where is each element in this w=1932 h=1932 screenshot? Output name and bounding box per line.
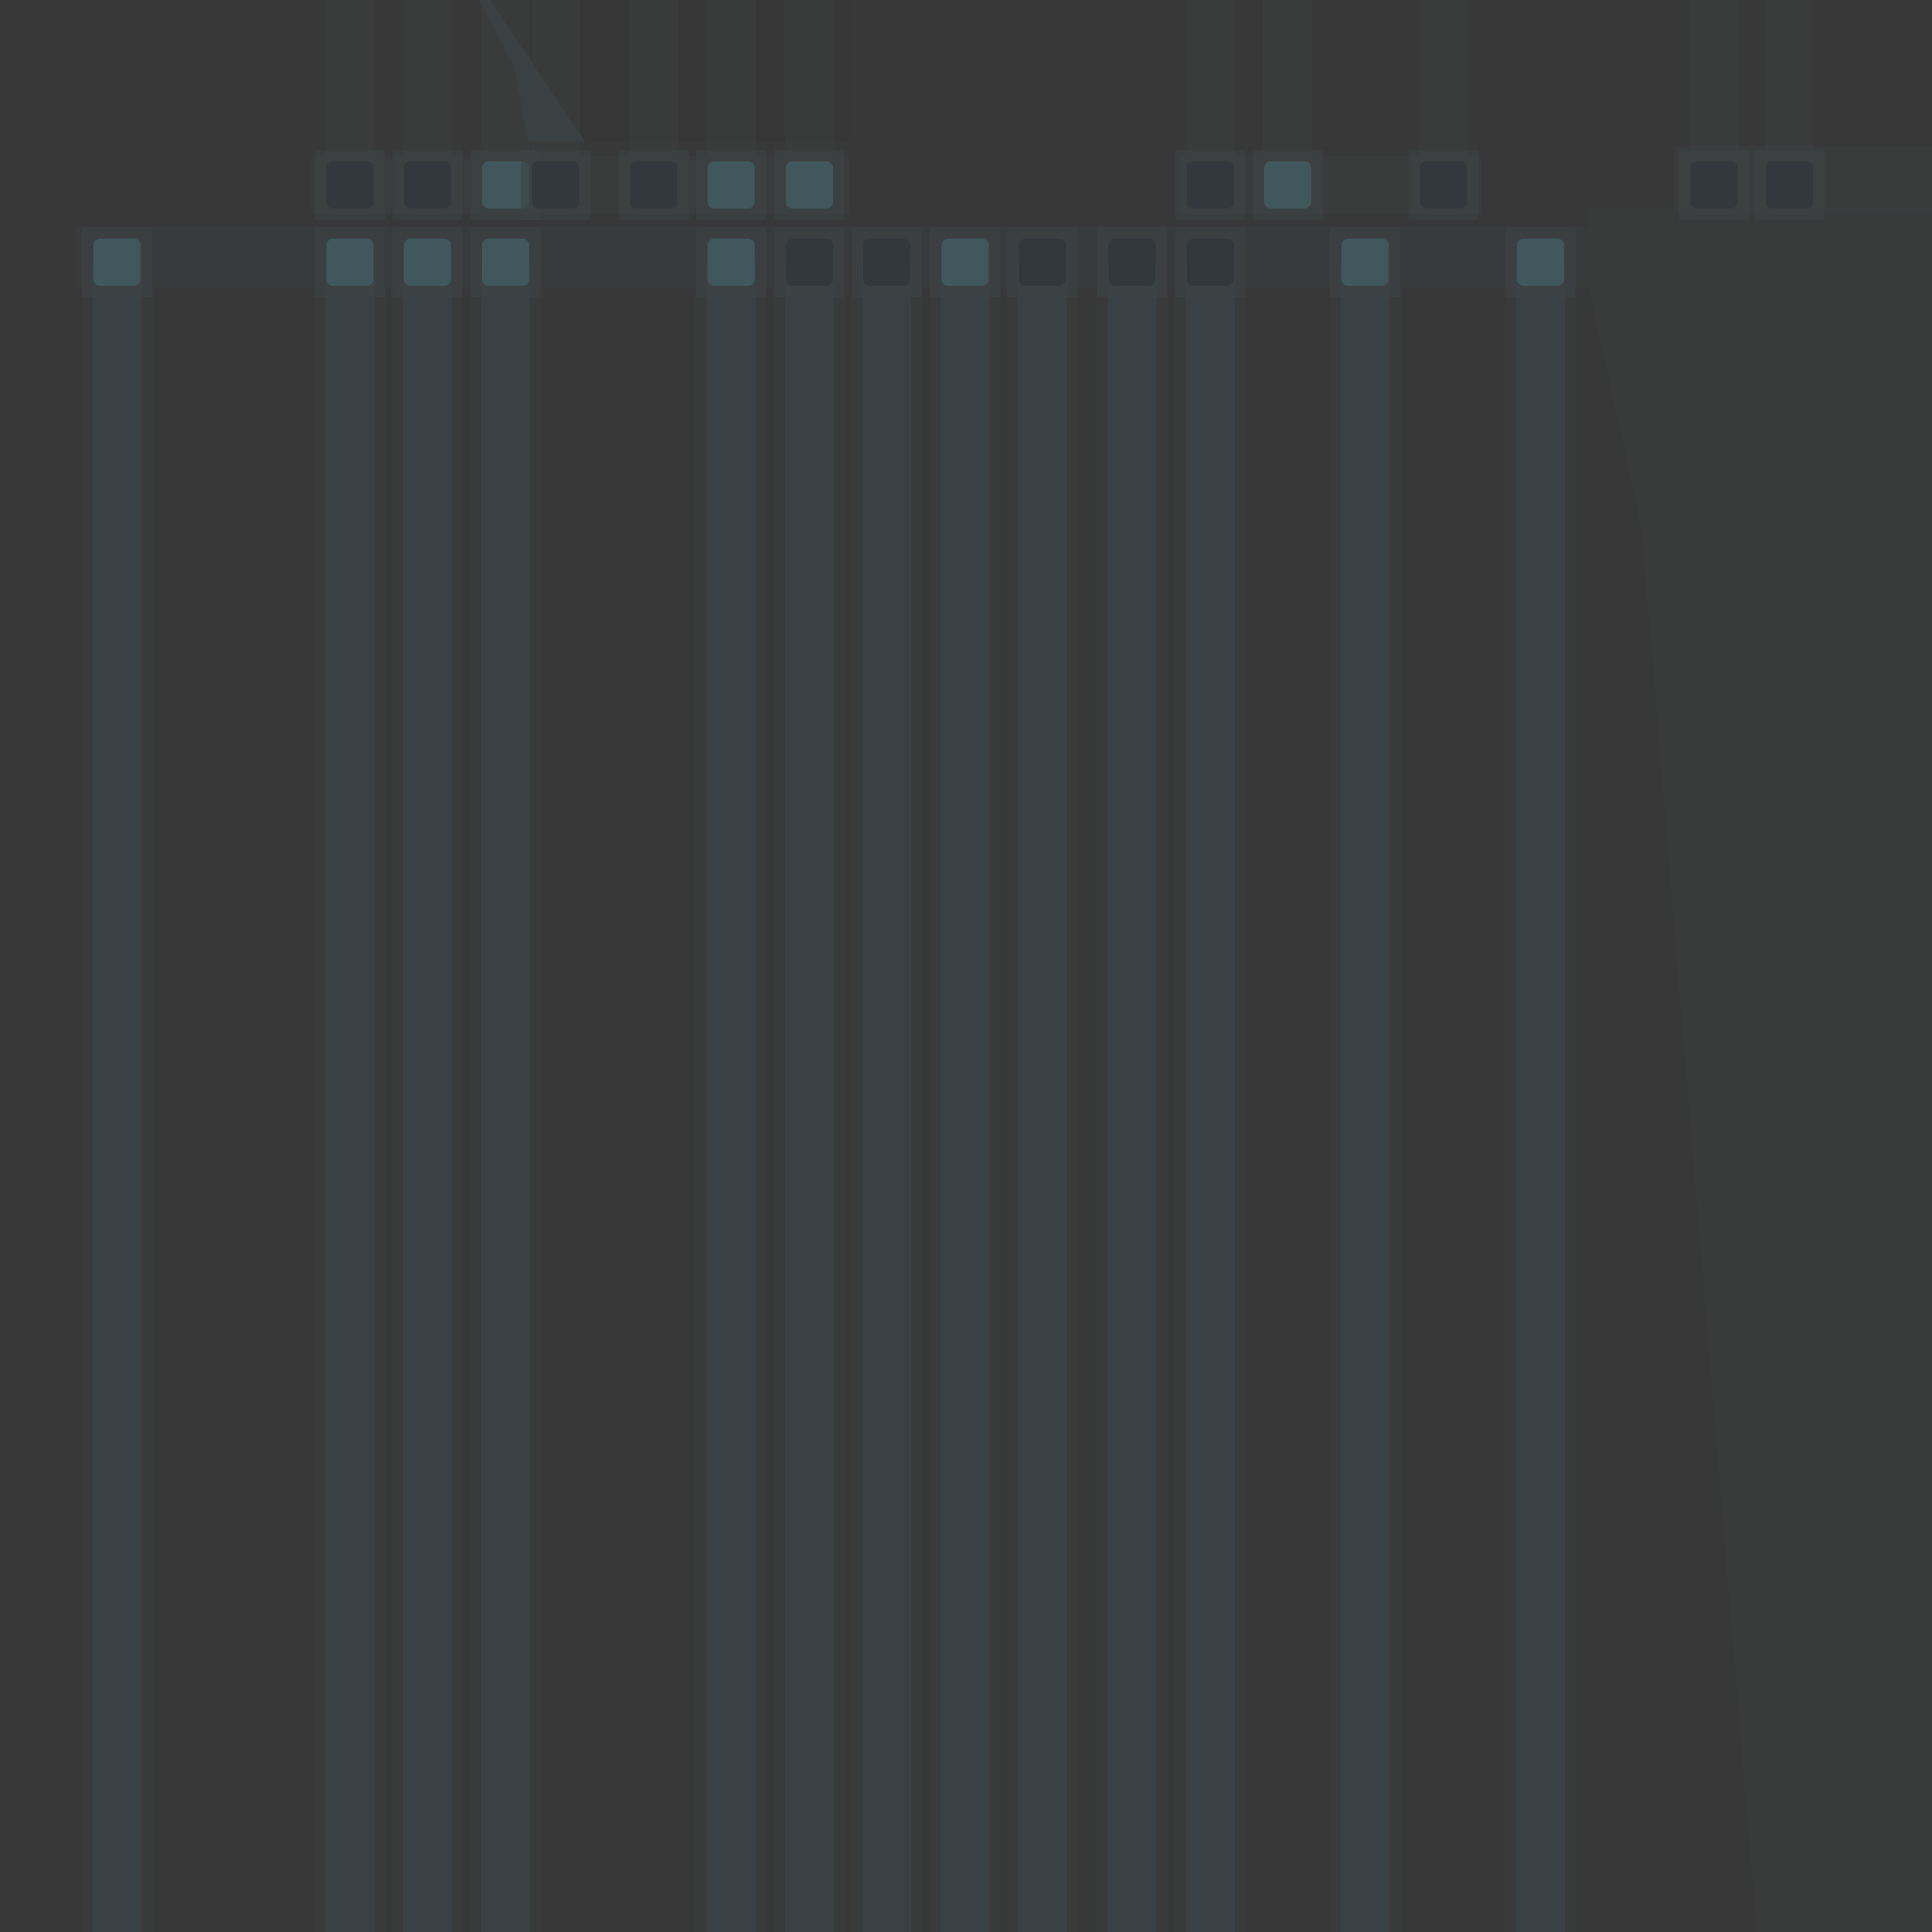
column-band [325, 262, 375, 1932]
teal-square [482, 161, 529, 208]
teal-square [1341, 239, 1389, 286]
dark-square [1690, 161, 1738, 208]
column-band [785, 262, 834, 1932]
column-band [1186, 262, 1235, 1932]
column-band [707, 262, 756, 1932]
dark-square [786, 239, 833, 286]
dark-square [1420, 161, 1467, 208]
dark-square [1187, 239, 1234, 286]
dark-square [1187, 161, 1234, 208]
column-band [1018, 262, 1067, 1932]
column-band [941, 262, 990, 1932]
dark-square [404, 161, 451, 208]
dark-square [630, 161, 677, 208]
right-wedge [1588, 208, 1932, 1932]
column-band [92, 262, 142, 1932]
dark-square [863, 239, 910, 286]
teal-square [786, 161, 833, 208]
column-band [403, 262, 452, 1932]
teal-square [1264, 161, 1311, 208]
teal-square [482, 239, 529, 286]
teal-square [326, 239, 374, 286]
dark-square [1108, 239, 1156, 286]
dark-square [1019, 239, 1066, 286]
teal-square [1517, 239, 1564, 286]
column-band [862, 262, 911, 1932]
dark-square [326, 161, 374, 208]
dark-square [1766, 161, 1813, 208]
column-band [1516, 262, 1565, 1932]
teal-square [941, 239, 989, 286]
teal-square [404, 239, 451, 286]
teal-square [708, 161, 755, 208]
column-band [1341, 262, 1390, 1932]
teal-square [708, 239, 755, 286]
column-band [481, 262, 530, 1932]
square-layer [82, 150, 1824, 297]
teal-square [93, 239, 141, 286]
dark-square [532, 161, 579, 208]
column-band [1108, 262, 1157, 1932]
